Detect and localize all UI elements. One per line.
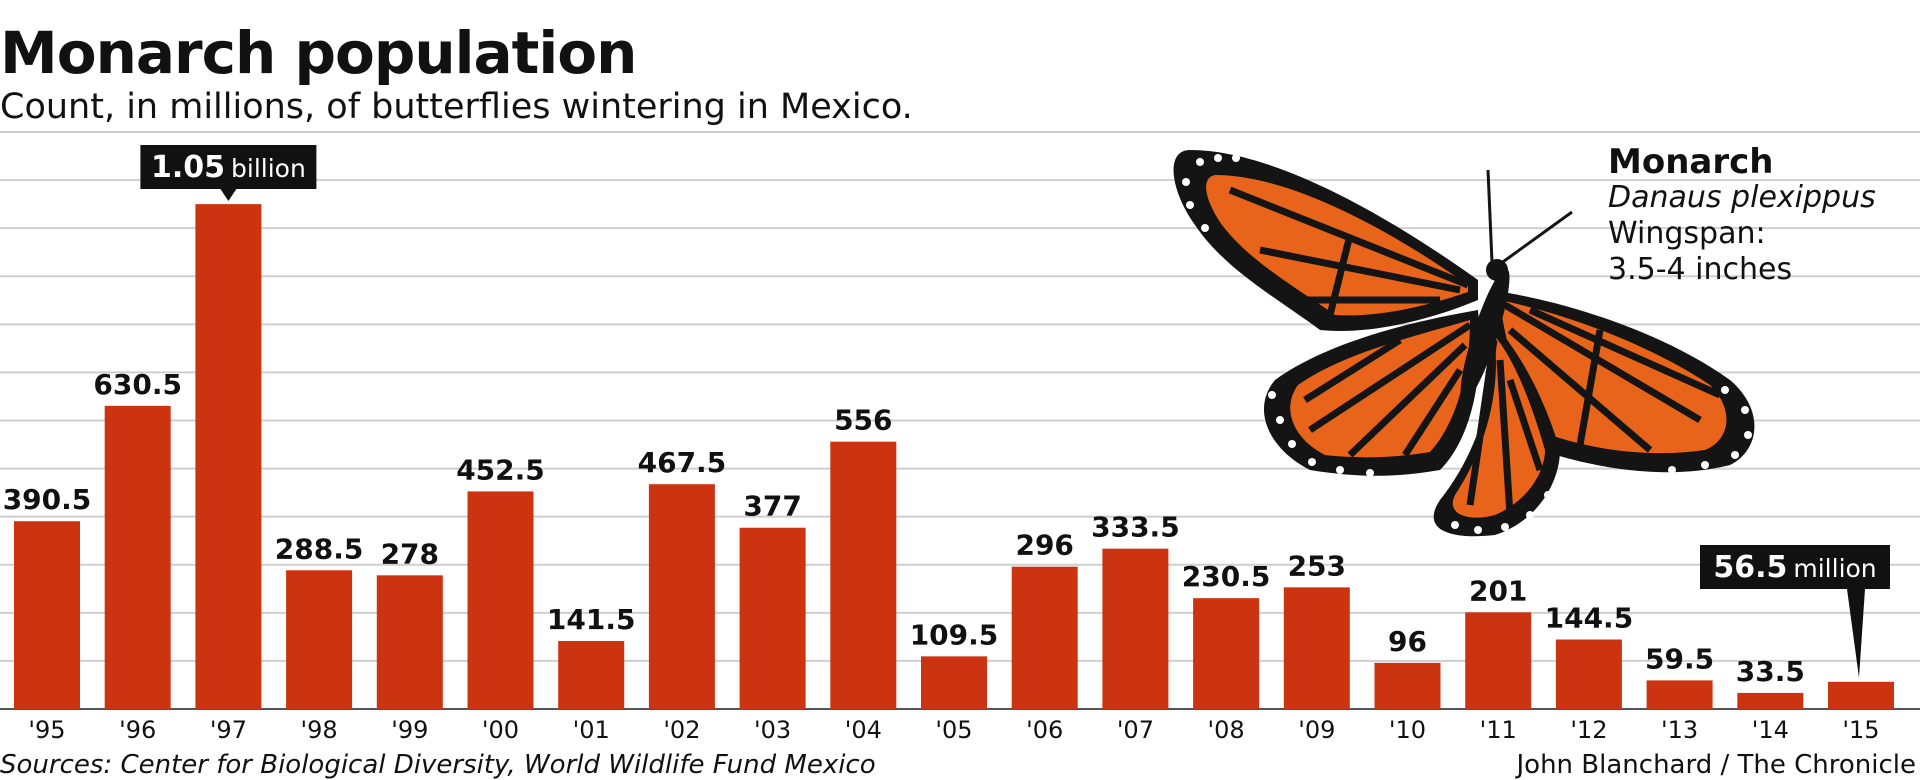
- x-tick-label: '97: [210, 716, 247, 744]
- bar: [14, 521, 80, 709]
- bar-value-label: 230.5: [1182, 560, 1271, 593]
- x-tick-label: '99: [391, 716, 428, 744]
- bar-value-label: 109.5: [910, 618, 999, 651]
- bar-value-label: 96: [1388, 625, 1427, 658]
- bar-value-label: 33.5: [1736, 655, 1805, 688]
- bar-value-label: 556: [834, 404, 892, 437]
- value-callout: 1.05 billion: [140, 145, 317, 201]
- wingspan-label: Wingspan:: [1608, 216, 1766, 251]
- x-tick-label: '00: [482, 716, 519, 744]
- bar: [1646, 680, 1713, 709]
- bar: [1737, 692, 1804, 709]
- x-tick-label: '08: [1208, 716, 1245, 744]
- species-scientific-name: Danaus plexippus: [1608, 180, 1876, 215]
- bar: [1374, 662, 1441, 709]
- bar-value-label: 333.5: [1091, 511, 1180, 544]
- bar-value-label: 141.5: [547, 603, 636, 636]
- chart-subtitle: Count, in millions, of butterflies winte…: [0, 87, 913, 127]
- bar: [739, 527, 806, 709]
- x-tick-label: '07: [1117, 716, 1154, 744]
- bar: [1193, 598, 1260, 709]
- monarch-butterfly-illustration: [1173, 150, 1755, 537]
- callout-value: 56.5: [1713, 550, 1787, 585]
- callout-unit: million: [1793, 554, 1876, 583]
- species-name: Monarch: [1608, 142, 1774, 182]
- bar: [558, 640, 625, 709]
- x-tick-label: '98: [301, 716, 338, 744]
- bar: [286, 570, 353, 709]
- value-callout: 56.5 million: [1700, 545, 1890, 678]
- sources-note: Sources: Center for Biological Diversity…: [0, 750, 876, 780]
- x-tick-label: '10: [1389, 716, 1426, 744]
- x-tick-label: '95: [28, 716, 65, 744]
- chart-title: Monarch population: [0, 19, 637, 87]
- bar: [1828, 681, 1894, 709]
- bar-value-label: 59.5: [1645, 642, 1714, 675]
- x-tick-label: '11: [1480, 716, 1517, 744]
- x-tick-label: '02: [663, 716, 700, 744]
- x-tick-label: '09: [1298, 716, 1335, 744]
- butterfly-body: [1460, 268, 1510, 402]
- bar: [467, 491, 534, 709]
- bar-value-label: 288.5: [275, 532, 364, 565]
- species-info: Monarch Danaus plexippus Wingspan: 3.5-4…: [1608, 144, 1876, 288]
- x-tick-label: '06: [1026, 716, 1063, 744]
- bar-value-label: 296: [1015, 529, 1073, 562]
- bar: [648, 484, 715, 709]
- bar: [1555, 639, 1622, 709]
- x-tick-label: '15: [1842, 716, 1879, 744]
- bar-value-label: 201: [1469, 574, 1527, 607]
- bar: [376, 575, 443, 709]
- bar-value-label: 452.5: [456, 453, 545, 486]
- bar-value-label: 253: [1288, 549, 1346, 582]
- x-tick-label: '14: [1752, 716, 1789, 744]
- bar: [1011, 566, 1078, 709]
- bar-value-label: 467.5: [638, 446, 727, 479]
- x-tick-label: '01: [573, 716, 610, 744]
- bar-value-label: 377: [743, 490, 801, 523]
- bar: [830, 441, 897, 709]
- bar-value-label: 278: [381, 537, 439, 570]
- x-tick-label: '04: [845, 716, 882, 744]
- x-tick-label: '12: [1570, 716, 1607, 744]
- bar: [1102, 548, 1169, 709]
- bar: [104, 405, 171, 709]
- bar-value-label: 144.5: [1545, 602, 1634, 635]
- x-tick-label: '05: [935, 716, 972, 744]
- bar: [921, 656, 987, 709]
- bar: [1465, 612, 1532, 709]
- bar-value-label: 390.5: [3, 483, 92, 516]
- graphic-credit: John Blanchard / The Chronicle: [1516, 750, 1917, 780]
- x-tick-label: '13: [1661, 716, 1698, 744]
- x-tick-label: '03: [754, 716, 791, 744]
- bar-value-label: 630.5: [93, 368, 182, 401]
- bar: [195, 204, 262, 709]
- butterfly-antennae: [1486, 169, 1573, 266]
- wingspan-value: 3.5-4 inches: [1608, 252, 1793, 287]
- callout-unit: billion: [231, 154, 306, 183]
- x-tick-label: '96: [119, 716, 156, 744]
- callout-value: 1.05: [151, 150, 225, 185]
- bar: [1283, 587, 1350, 709]
